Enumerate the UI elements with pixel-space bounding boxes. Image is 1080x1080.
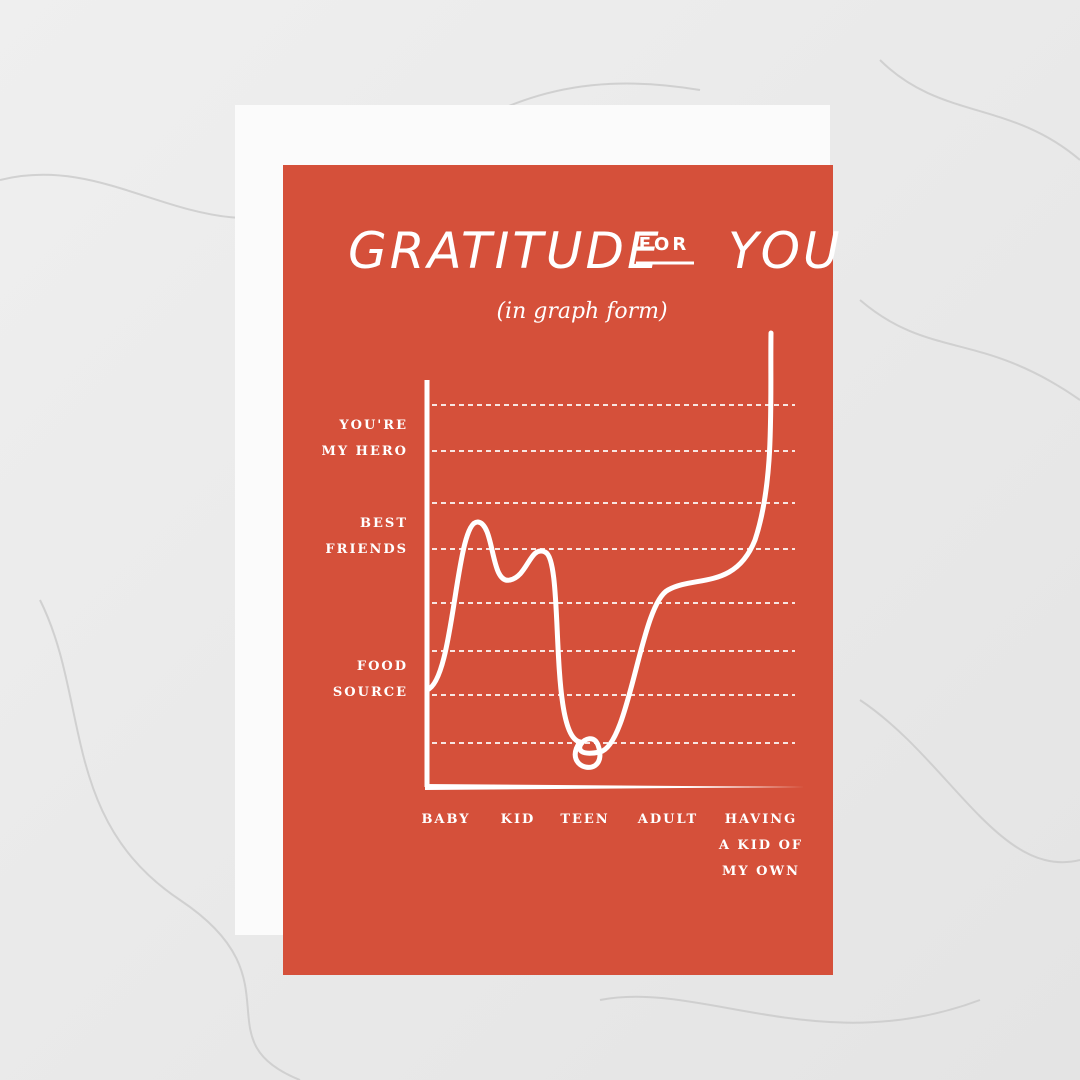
y-label: SOURCE [333,685,408,700]
x-axis [425,784,805,790]
y-label: YOU'RE [338,418,408,433]
subtitle: (in graph form) [496,299,667,324]
title-word: FOR [639,234,689,255]
x-label: MY OWN [722,864,800,879]
title-word: YOU [728,222,843,280]
y-label: FOOD [357,659,408,674]
y-label: MY HERO [321,444,408,459]
marble-veins [0,59,1080,1080]
x-label: A KID OF [718,838,803,853]
x-label: TEEN [560,812,609,827]
card [283,165,833,975]
y-label: FRIENDS [325,542,408,557]
x-label: ADULT [637,812,698,827]
x-label: BABY [421,812,470,827]
y-label: BEST [360,516,408,531]
x-label: KID [501,812,536,827]
gratitude-curve [424,330,774,770]
title-word: GRATITUDE [348,222,662,280]
x-label: HAVING [725,812,798,827]
